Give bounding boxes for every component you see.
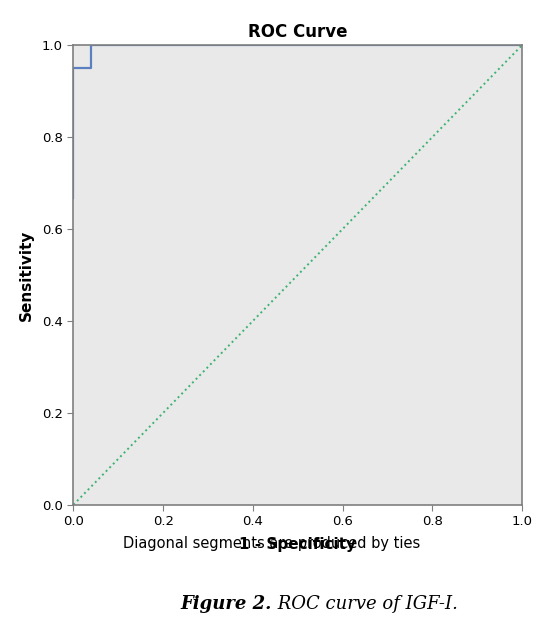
Text: Figure 2.: Figure 2. <box>181 595 272 613</box>
Y-axis label: Sensitivity: Sensitivity <box>18 229 34 321</box>
Text: Diagonal segments are produced by ties: Diagonal segments are produced by ties <box>123 536 421 551</box>
Text: ROC curve of IGF-I.: ROC curve of IGF-I. <box>272 595 458 613</box>
X-axis label: 1 - Specificity: 1 - Specificity <box>239 536 356 552</box>
Title: ROC Curve: ROC Curve <box>248 23 348 41</box>
